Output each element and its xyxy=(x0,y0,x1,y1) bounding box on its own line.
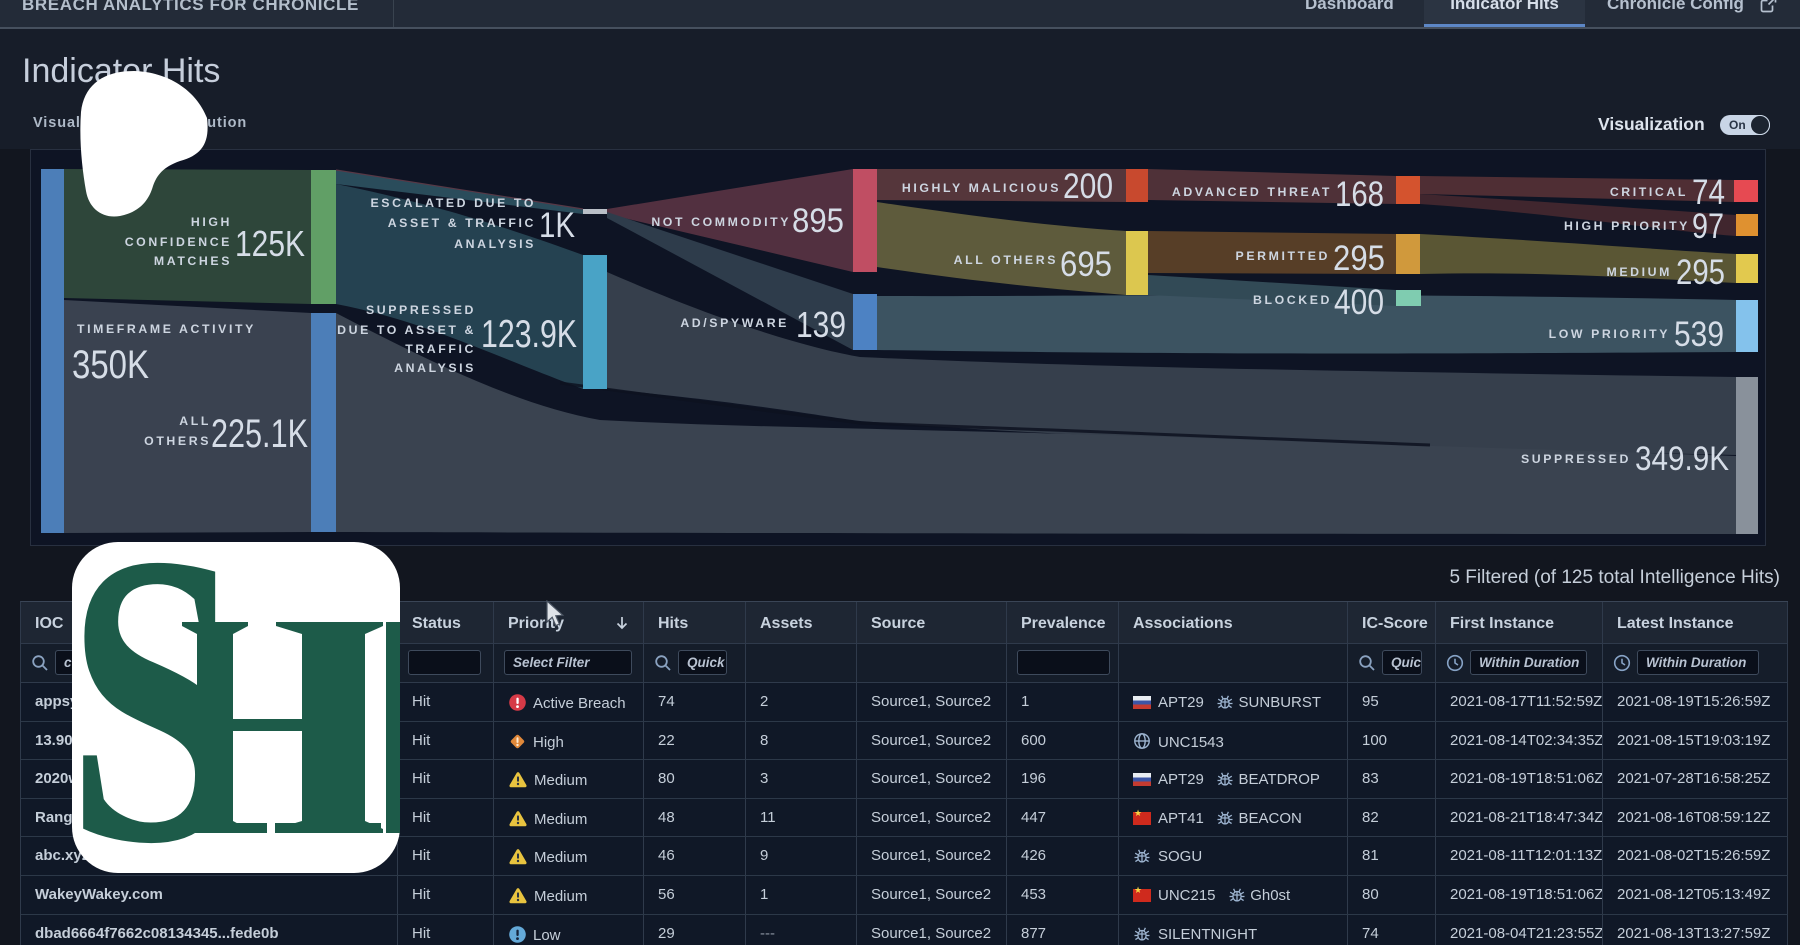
svg-text:LOW PRIORITY: LOW PRIORITY xyxy=(1549,327,1670,341)
svg-text:350K: 350K xyxy=(72,343,149,387)
svg-text:SUPPRESSED: SUPPRESSED xyxy=(1521,452,1631,466)
svg-text:MEDIUM: MEDIUM xyxy=(1607,265,1672,279)
svg-text:1K: 1K xyxy=(539,206,575,245)
svg-text:CONFIDENCE: CONFIDENCE xyxy=(125,235,232,249)
svg-text:ADVANCED THREAT: ADVANCED THREAT xyxy=(1172,185,1332,199)
svg-text:295: 295 xyxy=(1333,239,1385,278)
svg-text:168: 168 xyxy=(1335,175,1384,214)
svg-text:295: 295 xyxy=(1676,253,1725,292)
svg-text:139: 139 xyxy=(796,304,846,345)
svg-text:125K: 125K xyxy=(235,223,305,264)
svg-text:HIGH PRIORITY: HIGH PRIORITY xyxy=(1564,219,1690,233)
svg-text:BLOCKED: BLOCKED xyxy=(1253,293,1332,307)
svg-text:SUPPRESSED: SUPPRESSED xyxy=(366,303,476,317)
svg-text:DUE TO ASSET &: DUE TO ASSET & xyxy=(337,323,476,337)
svg-text:ALL OTHERS: ALL OTHERS xyxy=(954,253,1058,267)
svg-text:ANALYSIS: ANALYSIS xyxy=(454,237,536,251)
svg-text:225.1K: 225.1K xyxy=(211,412,308,456)
svg-text:695: 695 xyxy=(1060,245,1112,284)
svg-text:123.9K: 123.9K xyxy=(481,313,577,356)
svg-text:349.9K: 349.9K xyxy=(1635,440,1729,478)
svg-text:MATCHES: MATCHES xyxy=(154,254,232,268)
svg-text:97: 97 xyxy=(1692,207,1724,246)
svg-text:CRITICAL: CRITICAL xyxy=(1610,185,1688,199)
svg-text:HIGHLY MALICIOUS: HIGHLY MALICIOUS xyxy=(902,181,1061,195)
svg-text:AD/SPYWARE: AD/SPYWARE xyxy=(680,316,789,330)
svg-text:895: 895 xyxy=(792,202,844,240)
svg-text:400: 400 xyxy=(1334,283,1384,322)
svg-text:ANALYSIS: ANALYSIS xyxy=(394,361,476,375)
svg-text:PERMITTED: PERMITTED xyxy=(1236,249,1330,263)
svg-text:OTHERS: OTHERS xyxy=(144,434,211,448)
svg-text:200: 200 xyxy=(1063,167,1113,206)
svg-text:TRAFFIC: TRAFFIC xyxy=(405,342,476,356)
svg-text:74: 74 xyxy=(1692,173,1725,212)
svg-text:ASSET & TRAFFIC: ASSET & TRAFFIC xyxy=(388,216,536,230)
svg-text:ESCALATED DUE TO: ESCALATED DUE TO xyxy=(371,196,537,210)
svg-text:539: 539 xyxy=(1674,315,1724,354)
svg-text:NOT COMMODITY: NOT COMMODITY xyxy=(651,215,791,229)
svg-text:TIMEFRAME ACTIVITY: TIMEFRAME ACTIVITY xyxy=(77,322,256,336)
svg-text:ALL: ALL xyxy=(179,414,211,428)
svg-text:HIGH: HIGH xyxy=(191,215,232,229)
